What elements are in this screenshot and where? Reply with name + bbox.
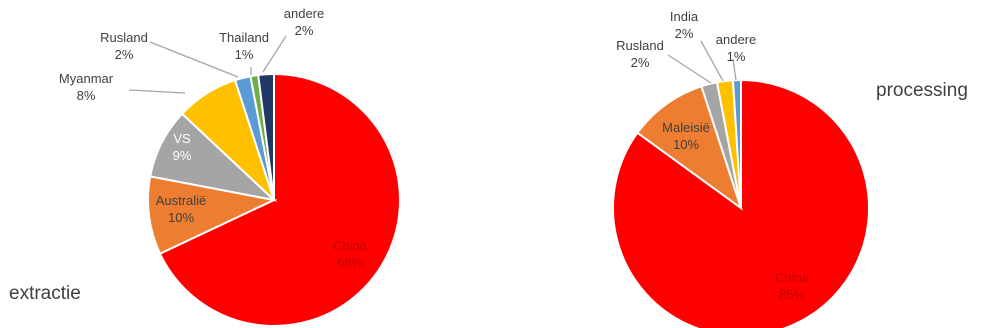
processing-leader-line-andere bbox=[732, 58, 737, 81]
extractie-value-rusland: 2% bbox=[115, 47, 134, 62]
processing-leader-line-rusland bbox=[667, 54, 712, 84]
processing-value-andere: 1% bbox=[727, 49, 746, 64]
extractie-label-rusland: Rusland bbox=[100, 30, 148, 45]
extractie-value-australie: 10% bbox=[168, 210, 194, 225]
processing-slice-maleisie bbox=[636, 84, 743, 211]
extractie-value-myanmar: 8% bbox=[77, 88, 96, 103]
processing-slice-andere bbox=[731, 78, 742, 209]
processing-value-india: 2% bbox=[675, 26, 694, 41]
extractie-slice-china bbox=[158, 72, 401, 327]
extractie-value-china: 68% bbox=[337, 255, 363, 270]
extractie-value-andere: 2% bbox=[295, 23, 314, 38]
extractie-label-china: China bbox=[333, 238, 368, 253]
extractie-label-myanmar: Myanmar bbox=[59, 71, 114, 86]
extractie-value-thailand: 1% bbox=[235, 47, 254, 62]
extractie-value-vs: 9% bbox=[173, 148, 192, 163]
processing-value-maleisie: 10% bbox=[673, 137, 699, 152]
extractie-label-australie: Australië bbox=[156, 193, 207, 208]
processing-label-india: India bbox=[670, 9, 699, 24]
processing-label-china: China bbox=[775, 270, 810, 285]
extractie-label-andere: andere bbox=[284, 6, 324, 21]
processing-pie-chart: China 85% Maleisië 10% Rusland 2% India 2% ander… bbox=[612, 9, 870, 328]
processing-value-rusland: 2% bbox=[631, 55, 650, 70]
extractie-label-thailand: Thailand bbox=[219, 30, 269, 45]
processing-value-china: 85% bbox=[779, 287, 805, 302]
extractie-leader-line-myanmar bbox=[128, 89, 186, 94]
extractie-slice-australie bbox=[147, 175, 278, 255]
processing-chart-title: processing bbox=[876, 80, 968, 101]
processing-label-andere: andere bbox=[716, 32, 756, 47]
extractie-label-vs: VS bbox=[173, 131, 191, 146]
extractie-chart-title: extractie bbox=[9, 283, 81, 304]
extractie-pie-chart: China 68% Australië 10% VS 9% Myanmar 8% Rusland… bbox=[59, 6, 401, 327]
processing-label-maleisie: Maleisië bbox=[662, 120, 710, 135]
processing-label-rusland: Rusland bbox=[616, 38, 664, 53]
processing-leader-line-india bbox=[700, 40, 724, 82]
extractie-slice-andere bbox=[257, 72, 275, 201]
processing-slice-china bbox=[612, 78, 870, 328]
extractie-leader-line-rusland bbox=[149, 41, 239, 78]
extractie-leader-line-andere bbox=[262, 35, 287, 73]
